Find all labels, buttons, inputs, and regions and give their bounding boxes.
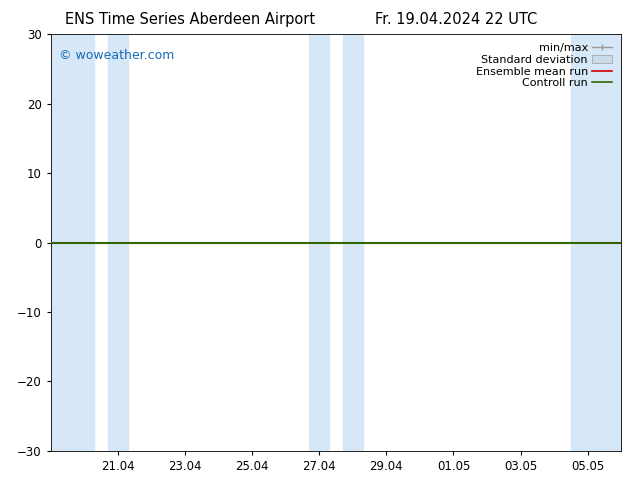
Bar (571, 34, 621, 451)
Bar (309, 34, 329, 451)
Bar (51, 34, 94, 451)
Bar (343, 34, 363, 451)
Text: © woweather.com: © woweather.com (59, 49, 174, 62)
Bar (108, 34, 128, 451)
Text: Fr. 19.04.2024 22 UTC: Fr. 19.04.2024 22 UTC (375, 12, 538, 27)
Legend: min/max, Standard deviation, Ensemble mean run, Controll run: min/max, Standard deviation, Ensemble me… (472, 40, 616, 92)
Text: ENS Time Series Aberdeen Airport: ENS Time Series Aberdeen Airport (65, 12, 315, 27)
